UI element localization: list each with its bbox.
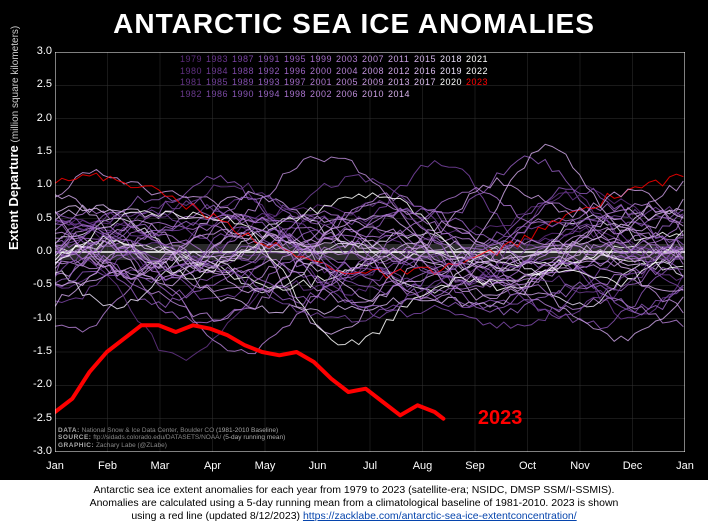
- legend-year: 1993: [258, 77, 284, 89]
- x-tick-label: Jul: [350, 460, 390, 472]
- legend-row: 198219861990199419982002200620102014: [180, 89, 492, 101]
- legend-year: 2019: [440, 66, 466, 78]
- ylabel-sub: (million square kilometers): [10, 26, 21, 145]
- x-tick-label: May: [245, 460, 285, 472]
- legend-year: 2000: [310, 66, 336, 78]
- x-tick-label: Apr: [193, 460, 233, 472]
- legend-year: 1980: [180, 66, 206, 78]
- chart-title: ANTARCTIC SEA ICE ANOMALIES: [0, 8, 708, 40]
- legend-year: 2003: [336, 54, 362, 66]
- year-2023-label: 2023: [478, 407, 523, 430]
- legend-year: 2014: [388, 89, 414, 101]
- y-tick-label: -3.0: [24, 445, 52, 457]
- y-tick-label: 0.0: [24, 245, 52, 257]
- x-tick-label: Aug: [403, 460, 443, 472]
- y-tick-label: -0.5: [24, 278, 52, 290]
- legend-year: 1995: [284, 54, 310, 66]
- y-axis-label: Extent Departure (million square kilomet…: [6, 26, 21, 250]
- legend-year: 1992: [258, 66, 284, 78]
- legend-year: 1997: [284, 77, 310, 89]
- credits-source: SOURCE: ftp://sidads.colorado.edu/DATASE…: [58, 434, 285, 442]
- legend-year: 2023: [466, 77, 492, 89]
- x-tick-label: Nov: [560, 460, 600, 472]
- y-tick-label: 1.0: [24, 178, 52, 190]
- legend-year: 2020: [440, 77, 466, 89]
- legend-year: 1985: [206, 77, 232, 89]
- y-tick-label: 3.0: [24, 45, 52, 57]
- ylabel-main: Extent Departure: [6, 145, 21, 250]
- x-tick-label: Sep: [455, 460, 495, 472]
- y-tick-label: -1.5: [24, 345, 52, 357]
- credits: DATA: DATA: National Snow & Ice Data Cen…: [58, 427, 285, 450]
- x-tick-label: Oct: [508, 460, 548, 472]
- legend-year: 2017: [414, 77, 440, 89]
- legend-year: 2013: [388, 77, 414, 89]
- legend-year: 1986: [206, 89, 232, 101]
- plot-area: [55, 52, 685, 452]
- caption: Antarctic sea ice extent anomalies for e…: [0, 480, 708, 523]
- y-tick-label: 2.5: [24, 78, 52, 90]
- legend-year: 2011: [388, 54, 414, 66]
- legend-year: 1996: [284, 66, 310, 78]
- credits-data: DATA: DATA: National Snow & Ice Data Cen…: [58, 427, 285, 435]
- x-tick-label: Jan: [35, 460, 75, 472]
- legend-year: 2002: [310, 89, 336, 101]
- legend-year: 1989: [232, 77, 258, 89]
- y-tick-label: 0.5: [24, 212, 52, 224]
- legend-year: 2009: [362, 77, 388, 89]
- legend-year: 2016: [414, 66, 440, 78]
- legend-year: 1990: [232, 89, 258, 101]
- y-tick-label: -1.0: [24, 312, 52, 324]
- legend-year: 2010: [362, 89, 388, 101]
- legend-year: 1984: [206, 66, 232, 78]
- legend-year: 1998: [284, 89, 310, 101]
- legend-year: 1994: [258, 89, 284, 101]
- x-tick-label: Jun: [298, 460, 338, 472]
- legend-year: 2008: [362, 66, 388, 78]
- y-tick-label: 1.5: [24, 145, 52, 157]
- y-tick-label: -2.5: [24, 412, 52, 424]
- legend-year: 1999: [310, 54, 336, 66]
- legend-row: 1979198319871991199519992003200720112015…: [180, 54, 492, 66]
- legend-year: 1982: [180, 89, 206, 101]
- legend-year: 2022: [466, 66, 492, 78]
- x-tick-label: Mar: [140, 460, 180, 472]
- legend-year: 2001: [310, 77, 336, 89]
- caption-line-1: Antarctic sea ice extent anomalies for e…: [94, 484, 615, 496]
- legend-year: 2012: [388, 66, 414, 78]
- legend-year: 1979: [180, 54, 206, 66]
- legend-row: 1981198519891993199720012005200920132017…: [180, 77, 492, 89]
- x-tick-label: Dec: [613, 460, 653, 472]
- y-tick-label: -2.0: [24, 378, 52, 390]
- legend-year: 1981: [180, 77, 206, 89]
- legend-year: 2006: [336, 89, 362, 101]
- legend-year: 1988: [232, 66, 258, 78]
- chart-container: ANTARCTIC SEA ICE ANOMALIES Extent Depar…: [0, 0, 708, 480]
- legend-year: 1983: [206, 54, 232, 66]
- caption-link[interactable]: https://zacklabe.com/antarctic-sea-ice-e…: [303, 510, 577, 522]
- legend-year: 2018: [440, 54, 466, 66]
- y-tick-label: 2.0: [24, 112, 52, 124]
- x-tick-label: Jan: [665, 460, 705, 472]
- legend-year: 1991: [258, 54, 284, 66]
- legend: 1979198319871991199519992003200720112015…: [180, 54, 492, 101]
- legend-year: 2005: [336, 77, 362, 89]
- legend-year: 2015: [414, 54, 440, 66]
- credits-graphic: GRAPHIC: Zachary Labe (@ZLabe): [58, 442, 285, 450]
- caption-line-2: Anomalies are calculated using a 5-day r…: [90, 497, 619, 509]
- legend-year: 2007: [362, 54, 388, 66]
- x-tick-label: Feb: [88, 460, 128, 472]
- legend-year: 2021: [466, 54, 492, 66]
- legend-row: 1980198419881992199620002004200820122016…: [180, 66, 492, 78]
- caption-line-3a: using a red line (updated 8/12/2023): [131, 510, 303, 522]
- legend-year: 1987: [232, 54, 258, 66]
- legend-year: 2004: [336, 66, 362, 78]
